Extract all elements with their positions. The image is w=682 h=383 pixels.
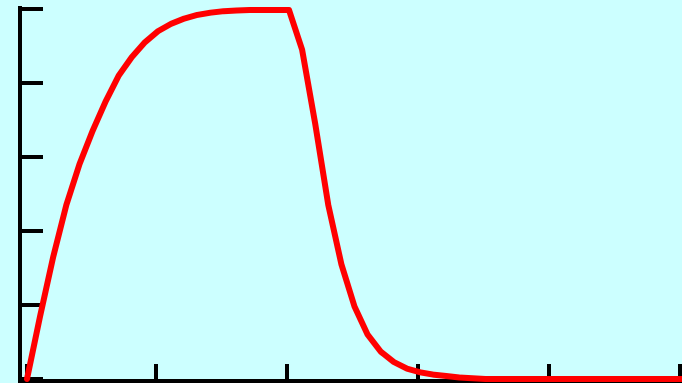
series-layer: [24, 7, 682, 382]
series-line-1: [24, 7, 682, 382]
